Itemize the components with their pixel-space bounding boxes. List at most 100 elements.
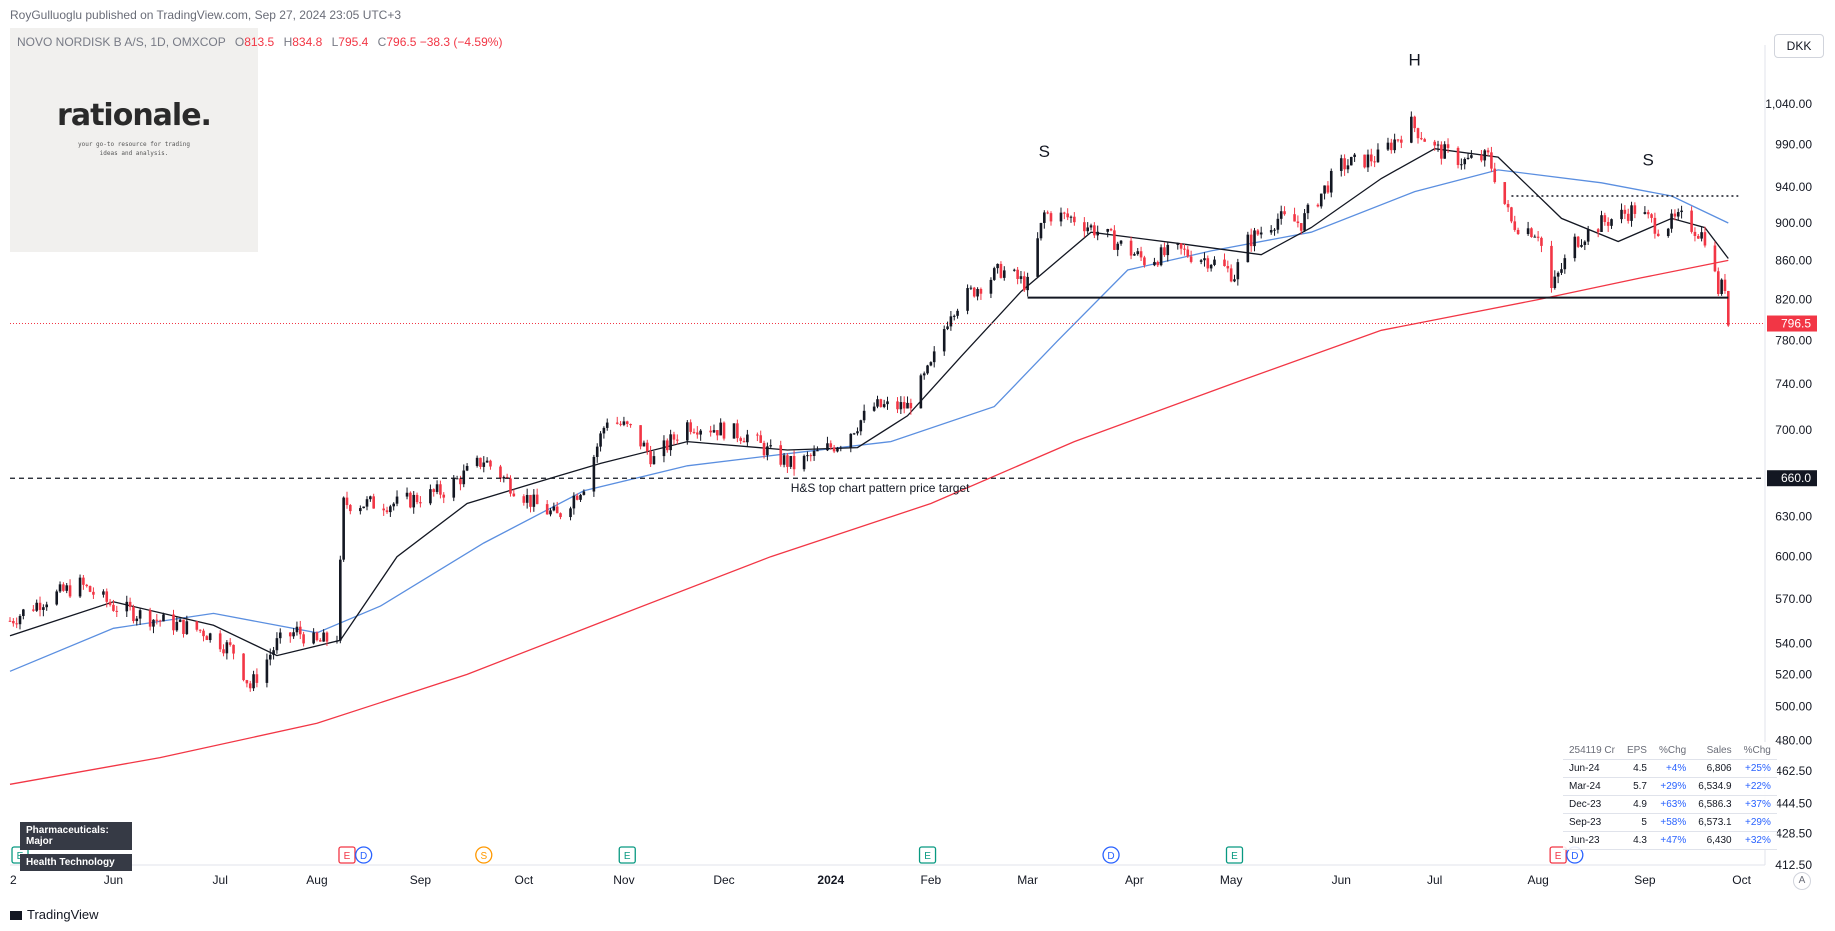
candle-body [669,434,672,451]
candle-body [1653,217,1657,234]
candle-body [906,402,909,409]
candle-body [1236,262,1240,280]
candle-body [529,494,532,507]
earnings-cell: +4% [1652,759,1693,778]
candle-body [896,401,899,410]
candle-body [859,420,863,432]
candle-body [268,654,272,660]
candle-body [615,422,619,424]
event-marker-label: D [360,851,367,862]
candle-body [1480,155,1483,161]
candle-body [952,315,956,317]
candle-body [559,513,562,518]
candle-body [1603,215,1607,222]
currency-button[interactable]: DKK [1774,34,1824,58]
candle-body [645,442,649,452]
candle-body [1346,165,1350,170]
annotations-layer: S H S [1039,50,1654,169]
candle-body [1506,203,1510,208]
earnings-cell: +58% [1652,813,1693,832]
candle-body [879,399,883,407]
candle-body [455,478,459,480]
candle-body [392,503,395,507]
earnings-cell: +22% [1737,777,1777,796]
candle-body [315,632,319,641]
candle-body [65,585,69,591]
candle-body [148,610,152,627]
candle-body [55,591,59,605]
candle-body [976,288,979,297]
candle-body [689,422,692,432]
candle-body [1726,290,1730,326]
candle-body [1560,269,1563,273]
candle-body [509,478,512,494]
candle-body [732,423,736,439]
candle-body [1022,276,1026,291]
candle-body [592,456,596,492]
candle-body [919,375,923,409]
candle-body [1089,225,1093,228]
candle-body [1446,144,1450,148]
candle-body [298,626,302,635]
event-earnings-marker [338,846,356,864]
candle-body [1012,269,1016,271]
candle-body [999,263,1003,278]
price-axis[interactable]: 412.50 428.50 444.50 462.50 480.00 500.00 520.… [1764,45,1817,872]
ma-slow-layer [9,259,1729,785]
candle-body [1493,168,1497,183]
earnings-col-header: %Chg [1652,742,1693,760]
candle-body [395,496,399,504]
candle-body [532,494,536,507]
event-earnings-marker [918,846,937,864]
candle-body [1573,236,1577,259]
earnings-col-header: 254119 Cr [1563,742,1621,760]
candle-body [1530,228,1533,238]
high-label: H [283,35,293,49]
candle-body [1503,182,1507,204]
candle-body [972,287,976,297]
pattern-annotation: S [1643,151,1654,170]
candle-body [709,430,712,433]
earnings-cell: 4.9 [1620,795,1653,814]
candle-body [102,591,105,595]
pattern-annotation: S [1039,142,1050,161]
candle-body [198,629,202,631]
event-earnings-marker [1549,846,1567,864]
candle-body [1049,213,1053,222]
candle-body [672,434,676,440]
earnings-cell: Mar-24 [1563,777,1621,796]
candle-body [816,450,819,452]
candle-body [135,618,139,622]
candle-body [642,442,646,447]
candle-body [35,602,38,611]
ma-fast-line [9,148,1729,657]
auto-scale-button[interactable]: A [1793,872,1811,890]
candle-body [1156,261,1160,266]
candle-body [1580,244,1583,247]
industry-tag: Health Technology [20,854,132,871]
earnings-cell: 4.5 [1620,759,1653,778]
earnings-cell: 6,534.9 [1692,777,1738,796]
time-tick-label: Oct [514,873,533,887]
candle-body [1693,231,1697,236]
candle-body [766,446,769,456]
candle-body [1716,271,1720,294]
event-marker-label: E [344,851,351,862]
candle-body [545,504,549,515]
time-axis[interactable]: 2 Jun Jul Aug Sep Oct Nov Dec 2024 Feb Mar Apr May Ju… [10,864,1765,887]
candle-body [1676,212,1680,217]
candle-body [1119,240,1123,244]
candle-body [1096,231,1099,236]
candle-body [222,649,225,654]
time-tick-label: 2024 [817,873,844,887]
candle-body [1376,149,1380,163]
candle-body [1083,222,1086,232]
candle-body [966,288,969,311]
candle-body [292,632,295,637]
candle-body [902,402,906,409]
earnings-table: 254119 Cr EPS %Chg Sales %Chg Jun-24 4.5… [1563,742,1777,850]
earnings-cell: 5.7 [1620,777,1653,796]
candle-body [172,614,175,631]
sector-tags: Pharmaceuticals: Major Health Technology [20,822,132,875]
